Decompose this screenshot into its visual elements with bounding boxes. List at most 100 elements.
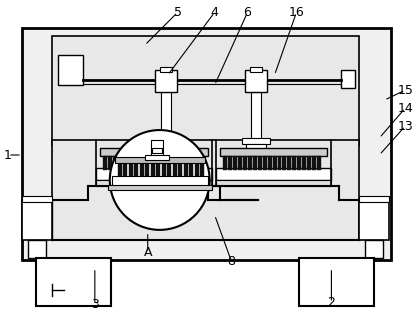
Bar: [150, 140, 162, 158]
Bar: [297, 156, 301, 170]
Bar: [182, 156, 186, 170]
Bar: [155, 144, 175, 149]
Bar: [257, 156, 261, 170]
Bar: [194, 162, 198, 177]
Circle shape: [109, 130, 209, 230]
Bar: [172, 156, 176, 170]
Bar: [52, 36, 358, 146]
Bar: [219, 148, 327, 156]
Text: 15: 15: [396, 84, 412, 97]
Bar: [157, 156, 161, 170]
Bar: [95, 168, 211, 180]
Bar: [114, 157, 204, 163]
Text: 14: 14: [396, 101, 412, 115]
Bar: [247, 156, 251, 170]
Bar: [242, 156, 246, 170]
Bar: [58, 55, 83, 85]
Bar: [317, 156, 320, 170]
Bar: [192, 156, 196, 170]
Bar: [145, 155, 168, 160]
Bar: [162, 156, 166, 170]
Bar: [312, 156, 316, 170]
Bar: [215, 180, 330, 186]
Bar: [167, 162, 171, 177]
Bar: [178, 162, 182, 177]
Bar: [167, 156, 171, 170]
Bar: [249, 67, 261, 72]
Text: A: A: [143, 246, 152, 259]
Bar: [123, 156, 126, 170]
Text: 16: 16: [288, 6, 304, 19]
Bar: [222, 156, 226, 170]
Bar: [140, 162, 143, 177]
Bar: [100, 148, 207, 156]
Text: 6: 6: [243, 6, 251, 19]
Text: 1: 1: [4, 149, 12, 161]
Bar: [250, 92, 260, 140]
Bar: [107, 185, 211, 190]
Bar: [277, 156, 281, 170]
Bar: [187, 156, 191, 170]
Bar: [161, 162, 165, 177]
Bar: [134, 162, 138, 177]
Text: 4: 4: [210, 6, 218, 19]
Bar: [118, 162, 121, 177]
Bar: [138, 156, 141, 170]
Bar: [22, 196, 52, 202]
Text: 8: 8: [227, 255, 235, 268]
Bar: [292, 156, 296, 170]
Bar: [151, 148, 161, 153]
Bar: [358, 196, 388, 202]
Bar: [262, 156, 266, 170]
Bar: [189, 162, 193, 177]
Bar: [197, 156, 201, 170]
Bar: [107, 156, 112, 170]
Bar: [22, 200, 52, 240]
Bar: [112, 156, 116, 170]
Bar: [267, 156, 271, 170]
Bar: [128, 162, 133, 177]
Bar: [147, 156, 151, 170]
Bar: [112, 176, 207, 186]
Bar: [133, 156, 136, 170]
Bar: [95, 180, 211, 186]
Bar: [358, 200, 388, 240]
Bar: [118, 156, 121, 170]
Bar: [364, 240, 382, 258]
Bar: [341, 70, 354, 88]
Bar: [244, 70, 266, 92]
Bar: [156, 162, 160, 177]
Bar: [52, 140, 358, 240]
Bar: [159, 67, 171, 72]
Bar: [299, 258, 373, 306]
Bar: [142, 156, 146, 170]
Bar: [252, 156, 256, 170]
Text: 13: 13: [396, 120, 412, 133]
Bar: [237, 156, 241, 170]
Bar: [102, 156, 107, 170]
Bar: [232, 156, 236, 170]
Bar: [36, 258, 111, 306]
Bar: [302, 156, 306, 170]
Bar: [245, 144, 265, 149]
Bar: [152, 156, 157, 170]
Bar: [151, 138, 179, 144]
Bar: [282, 156, 286, 170]
Bar: [145, 162, 149, 177]
Bar: [22, 28, 390, 260]
Bar: [215, 168, 330, 180]
Text: 3: 3: [91, 298, 99, 311]
Bar: [123, 162, 127, 177]
Bar: [241, 138, 269, 144]
Bar: [172, 162, 176, 177]
Bar: [272, 156, 276, 170]
Bar: [227, 156, 231, 170]
Text: 2: 2: [327, 296, 335, 309]
Bar: [199, 162, 204, 177]
Text: 5: 5: [173, 6, 181, 19]
Bar: [28, 240, 46, 258]
Bar: [307, 156, 311, 170]
Bar: [150, 162, 154, 177]
Bar: [160, 92, 170, 140]
Bar: [154, 70, 176, 92]
